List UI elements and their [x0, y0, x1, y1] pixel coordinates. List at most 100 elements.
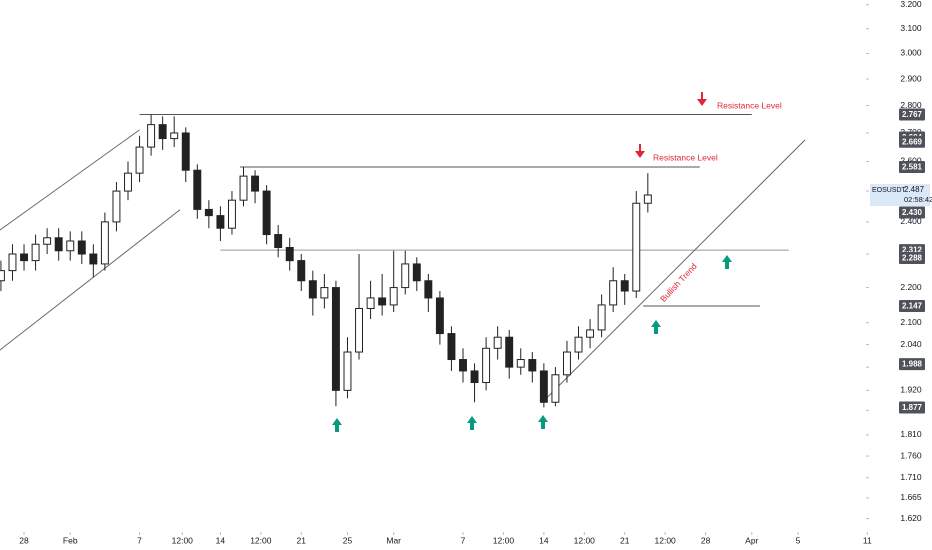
- trend-line: [0, 209, 181, 351]
- candle-body: [482, 347, 491, 384]
- last-price-box: [870, 184, 930, 207]
- candle-body: [170, 132, 179, 140]
- candle-body: [251, 175, 260, 192]
- x-tick-label: 12:00: [574, 535, 596, 545]
- x-tick-label: 21: [620, 535, 630, 545]
- x-tick-label: 21: [297, 535, 307, 545]
- up-arrow: [722, 255, 732, 269]
- candle-body: [331, 287, 340, 391]
- symbol: EOSUSDT: [872, 187, 907, 194]
- candle-body: [77, 240, 86, 255]
- candle-body: [597, 304, 606, 331]
- candle-body: [297, 260, 306, 282]
- price-tag-label: 1.877: [902, 403, 923, 412]
- price-tag: [899, 135, 925, 148]
- candle-body: [412, 263, 421, 282]
- price-tag: [899, 160, 925, 173]
- y-tick-label: 1.920: [900, 385, 922, 395]
- candle-body: [239, 175, 248, 201]
- price-tag: [899, 251, 925, 264]
- candle-body: [620, 280, 629, 292]
- price-tag-label: 2.430: [902, 208, 923, 217]
- candle-body: [274, 234, 283, 248]
- y-tick-label: 2.100: [900, 317, 922, 327]
- down-arrow: [697, 92, 707, 106]
- candle-body: [181, 132, 190, 171]
- x-tick-label: 12:00: [655, 535, 677, 545]
- x-tick-label: 28: [19, 535, 29, 545]
- x-tick-label: Apr: [745, 535, 758, 545]
- candle-body: [574, 336, 583, 353]
- up-arrow: [651, 320, 661, 334]
- candle-body: [8, 253, 17, 272]
- candle-body: [43, 237, 52, 245]
- x-tick-label: 7: [461, 535, 466, 545]
- x-tick-label: Feb: [63, 535, 78, 545]
- candle-body: [459, 359, 467, 372]
- candle-body: [343, 351, 352, 391]
- x-tick-label: 12:00: [172, 535, 194, 545]
- annotation: Resistance Level: [717, 100, 782, 110]
- x-tick-label: 5: [796, 535, 801, 545]
- y-tick-label: 2.800: [900, 100, 922, 110]
- price-tag-label: 2.669: [902, 137, 923, 146]
- trend-line: [541, 139, 806, 404]
- x-tick-label: 25: [343, 535, 353, 545]
- price-tag-label: 2.288: [902, 254, 923, 263]
- candle-body: [204, 208, 213, 217]
- price-tag-label: 2.312: [902, 246, 923, 255]
- price-tag: [899, 206, 925, 219]
- candle-body: [366, 297, 375, 309]
- candle-body: [308, 280, 317, 299]
- price-tag-label: 1.988: [902, 360, 923, 369]
- price-tag: [899, 299, 925, 312]
- candle-body: [470, 370, 479, 384]
- candle-body: [505, 336, 514, 368]
- annotation: Bullish Trend: [658, 261, 699, 304]
- candle-body: [227, 199, 236, 229]
- x-tick-label: 28: [701, 535, 711, 545]
- candle-body: [112, 190, 121, 223]
- candle-body: [31, 243, 40, 262]
- up-arrow: [538, 415, 548, 429]
- y-tick-label: 1.760: [900, 450, 922, 460]
- up-arrow: [332, 418, 342, 432]
- candle-body: [89, 253, 98, 265]
- y-tick-label: 1.620: [900, 513, 922, 523]
- last-price: 2.487: [904, 185, 925, 194]
- candle-body: [135, 146, 144, 174]
- candle-body: [493, 336, 502, 349]
- y-tick-label: 2.600: [900, 156, 922, 166]
- x-tick-label: 14: [216, 535, 226, 545]
- candle-body: [586, 329, 595, 338]
- y-tick-label: 3.200: [900, 0, 922, 9]
- trend-line: [0, 129, 140, 231]
- candle-body: [516, 359, 525, 368]
- candle-body: [389, 287, 398, 306]
- x-tick-label: Mar: [386, 535, 401, 545]
- candle-body: [378, 297, 387, 306]
- candle-body: [643, 194, 652, 204]
- x-tick-label: 12:00: [493, 535, 515, 545]
- candle-body: [424, 280, 433, 299]
- candle-body: [320, 287, 329, 299]
- candle-body: [100, 221, 109, 265]
- candle-body: [216, 215, 225, 229]
- candle-body: [401, 263, 410, 289]
- y-tick-label: 1.710: [900, 472, 922, 482]
- candle-body: [632, 202, 641, 292]
- y-tick-label: 2.400: [900, 216, 922, 226]
- y-tick-label: 1.810: [900, 429, 922, 439]
- x-tick-label: 11: [863, 535, 872, 545]
- candle-body: [609, 280, 618, 306]
- price-tag-label: 2.581: [902, 163, 923, 172]
- candle-body: [158, 124, 167, 140]
- candle-body: [193, 169, 202, 210]
- candle-body: [355, 307, 363, 353]
- y-tick-label: 2.900: [900, 73, 922, 83]
- x-tick-label: 14: [539, 535, 549, 545]
- candle-body: [124, 172, 132, 192]
- candle-body: [54, 237, 63, 252]
- candle-body: [435, 297, 444, 335]
